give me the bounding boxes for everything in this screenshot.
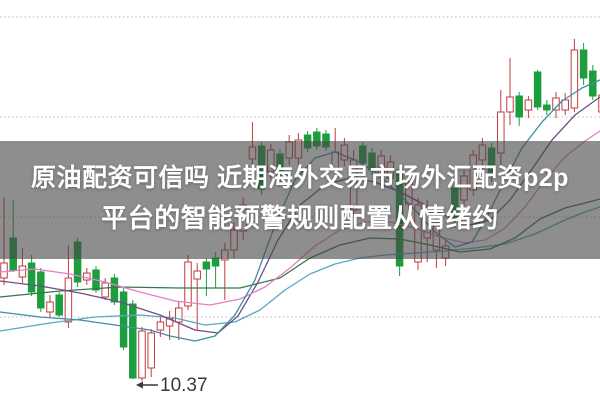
candle-up — [64, 277, 73, 323]
candle-down — [515, 95, 523, 118]
candle-up — [175, 307, 183, 323]
candle-down — [543, 104, 551, 111]
candle-down — [211, 257, 220, 267]
candle-down — [579, 49, 588, 79]
candle-down — [110, 277, 119, 303]
candle-down — [202, 261, 211, 270]
headline-line-1: 原油配资可信吗 近期海外交易市场外汇配资p2p — [31, 164, 569, 192]
candle-up — [598, 94, 600, 113]
low-price-annotation: 10.37 — [136, 375, 208, 396]
candle-down — [119, 291, 128, 348]
headline-banner: 原油配资可信吗 近期海外交易市场外汇配资p2p 平台的智能预警规则配置从情绪约 — [0, 141, 600, 259]
candle-up — [506, 96, 514, 113]
candle-up — [184, 261, 192, 307]
low-price-label: 10.37 — [160, 375, 208, 396]
candle-down — [37, 271, 45, 309]
candle-up — [561, 99, 569, 111]
candle-up — [570, 49, 579, 109]
candle-up — [193, 270, 201, 280]
left-arrow-icon — [136, 381, 143, 389]
candle-up — [524, 99, 533, 111]
candle-down — [55, 294, 63, 316]
candle-up — [46, 301, 54, 313]
candle-up — [156, 321, 165, 331]
candle-up — [18, 265, 27, 278]
headline-text-block: 原油配资可信吗 近期海外交易市场外汇配资p2p 平台的智能预警规则配置从情绪约 — [0, 141, 600, 238]
candle-down — [129, 303, 137, 379]
candle-up — [0, 262, 8, 279]
candle-up — [101, 282, 109, 298]
candle-up — [147, 332, 155, 369]
candle-down — [533, 71, 542, 108]
headline-line-2: 平台的智能预警规则配置从情绪约 — [101, 203, 499, 233]
candle-down — [27, 262, 36, 293]
candle-up — [138, 330, 146, 379]
